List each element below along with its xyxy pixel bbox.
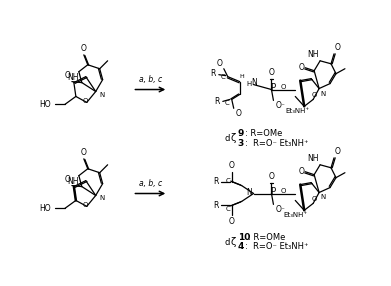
Text: O: O <box>81 148 87 157</box>
Text: : R=OMe: : R=OMe <box>248 233 285 242</box>
Text: N: N <box>246 188 251 197</box>
Text: H: H <box>246 81 251 87</box>
Text: O: O <box>335 147 341 156</box>
Text: Et₃NH⁺: Et₃NH⁺ <box>285 108 310 114</box>
Text: C: C <box>221 74 226 80</box>
Text: R: R <box>214 97 220 106</box>
Text: O: O <box>298 63 304 72</box>
Text: O: O <box>236 109 242 118</box>
Text: O: O <box>65 174 71 184</box>
Text: H: H <box>239 74 244 79</box>
Text: d: d <box>225 238 230 247</box>
Text: O: O <box>229 161 235 170</box>
Text: N: N <box>320 194 325 200</box>
Text: HO: HO <box>39 204 51 213</box>
Text: a, b, c: a, b, c <box>139 178 162 188</box>
Text: NH: NH <box>308 154 319 163</box>
Text: O⁻: O⁻ <box>275 102 285 110</box>
Text: P: P <box>270 83 275 92</box>
Text: C: C <box>225 100 230 106</box>
Text: P: P <box>270 187 275 196</box>
Text: d: d <box>225 134 230 142</box>
Text: O: O <box>312 196 317 202</box>
Text: :  R=O⁻ Et₃NH⁺: : R=O⁻ Et₃NH⁺ <box>245 138 308 148</box>
Text: O⁻: O⁻ <box>275 205 285 214</box>
Text: NH: NH <box>67 177 79 186</box>
Text: HO: HO <box>39 100 51 109</box>
Text: N: N <box>251 78 256 87</box>
Text: O: O <box>217 59 223 68</box>
Text: C: C <box>226 206 231 212</box>
Text: R: R <box>213 177 219 186</box>
Text: O: O <box>83 202 88 208</box>
Text: 3: 3 <box>238 138 244 148</box>
Text: NH: NH <box>308 50 319 59</box>
Text: O: O <box>269 172 274 181</box>
Text: NH: NH <box>67 73 79 82</box>
Text: a, b, c: a, b, c <box>139 75 162 84</box>
Text: :  R=O⁻ Et₃NH⁺: : R=O⁻ Et₃NH⁺ <box>245 243 308 251</box>
Text: O: O <box>281 84 286 90</box>
Text: 4: 4 <box>238 243 244 251</box>
Text: O: O <box>269 68 274 77</box>
Text: : R=OMe: : R=OMe <box>245 129 282 138</box>
Text: O: O <box>335 43 341 52</box>
Text: O: O <box>83 98 88 104</box>
Text: 10: 10 <box>238 233 250 242</box>
Text: O: O <box>298 167 304 176</box>
Text: 9: 9 <box>238 129 244 138</box>
Text: N: N <box>100 92 105 98</box>
Text: N: N <box>100 196 105 201</box>
Text: O: O <box>229 217 235 226</box>
Text: O: O <box>281 188 286 194</box>
Text: ζ: ζ <box>231 133 236 143</box>
Text: R: R <box>210 69 216 78</box>
Text: O: O <box>65 71 71 80</box>
Text: N: N <box>320 90 325 96</box>
Text: O: O <box>312 92 317 98</box>
Text: Et₃NH⁺: Et₃NH⁺ <box>283 212 307 218</box>
Text: C: C <box>226 178 231 184</box>
Text: ζ: ζ <box>231 237 236 247</box>
Text: R: R <box>213 201 219 210</box>
Text: O: O <box>81 44 87 53</box>
